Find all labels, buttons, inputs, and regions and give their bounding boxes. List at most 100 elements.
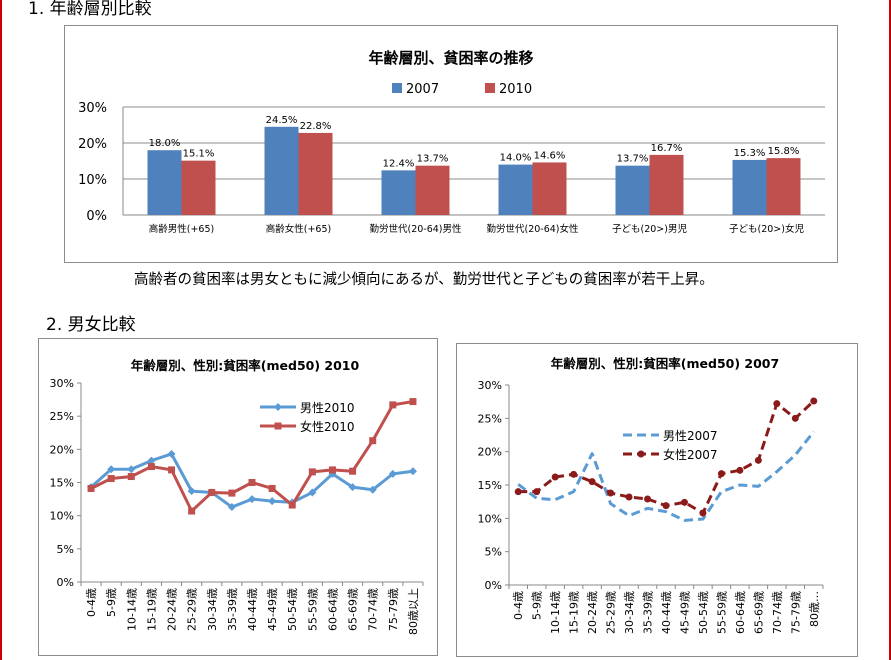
x-tick-label: 55-59歳 <box>306 588 319 631</box>
bar-2007 <box>732 159 767 215</box>
x-tick-label: 10-14歳 <box>125 588 138 631</box>
x-tick-label: 80歳以上 <box>407 588 420 635</box>
legend-label-2007: 2007 <box>406 82 439 97</box>
data-point-女性2010 <box>308 468 316 476</box>
data-point-男性2010 <box>107 465 116 474</box>
x-tick-label: 75-79歳 <box>387 588 400 631</box>
data-label-2010: 22.8% <box>300 121 332 132</box>
data-point-男性2010 <box>227 503 236 512</box>
data-label-2010: 13.7% <box>417 154 449 165</box>
y-tick-label: 30% <box>78 101 107 116</box>
data-point-女性2007 <box>699 509 707 517</box>
data-label-2010: 14.6% <box>534 150 566 161</box>
legend-label-男性2010: 男性2010 <box>300 401 355 415</box>
x-tick-label: 40-44歳 <box>246 588 259 631</box>
bar-2007 <box>615 165 650 215</box>
chart-title: 年齢層別、貧困率の推移 <box>368 49 533 67</box>
data-point-女性2007 <box>754 456 762 464</box>
y-tick-label: 25% <box>478 412 502 425</box>
legend-marker-女性2007 <box>637 450 645 458</box>
data-point-男性2010 <box>248 495 256 504</box>
x-tick-label: 65-69歳 <box>347 588 360 631</box>
line-chart-2010-panel: 年齢層別、性別:貧困率(med50) 2010 0% 5% 10% 15% 20% 25% 3… <box>38 338 438 656</box>
line-chart-2007: 年齢層別、性別:貧困率(med50) 2007 0% 5% 10% 15% 20% 25% 3… <box>478 356 824 634</box>
data-label-2010: 16.7% <box>651 143 683 154</box>
y-tick-label: 5% <box>485 546 502 559</box>
section-1-title: 1. 年齢層別比較 <box>28 0 152 19</box>
x-tick-label: 70-74歳 <box>367 588 380 631</box>
y-tick-label: 0% <box>86 209 107 224</box>
y-tick-label: 5% <box>57 543 74 556</box>
series-line-女性2010 <box>90 400 414 513</box>
x-tick-label: 35-39歳 <box>226 588 239 631</box>
x-tick-label: 高齢男性(+65) <box>149 223 214 235</box>
x-tick-label: 子ども(20>)男児 <box>612 224 687 235</box>
x-tick-label: 55-59歳 <box>715 591 728 634</box>
data-point-女性2007 <box>773 400 781 408</box>
y-tick-label: 10% <box>478 512 502 525</box>
data-point-女性2010 <box>328 466 336 474</box>
data-point-女性2010 <box>288 501 296 509</box>
data-label-2007: 14.0% <box>500 153 532 164</box>
data-point-女性2010 <box>369 437 377 445</box>
legend-label-2010: 2010 <box>499 82 532 97</box>
data-label-2007: 18.0% <box>149 138 181 149</box>
data-point-女性2007 <box>570 470 578 478</box>
x-tick-label: 30-34歳 <box>206 588 219 631</box>
chart-title: 年齢層別、性別:貧困率(med50) 2007 <box>551 356 779 371</box>
bar-2010 <box>532 162 567 215</box>
data-point-女性2010 <box>349 467 357 475</box>
bar-2007 <box>381 170 416 215</box>
y-tick-label: 15% <box>478 479 502 492</box>
data-point-男性2010 <box>408 467 417 476</box>
data-point-女性2007 <box>717 470 725 478</box>
legend-label-女性2010: 女性2010 <box>300 419 355 434</box>
x-tick-label: 80歳… <box>808 591 821 627</box>
x-tick-label: 25-29歳 <box>605 591 618 634</box>
y-tick-label: 0% <box>485 579 502 592</box>
data-label-2010: 15.1% <box>183 149 215 160</box>
chart-title: 年齢層別、性別:貧困率(med50) 2010 <box>131 358 360 373</box>
data-label-2007: 15.3% <box>734 148 766 159</box>
y-tick-label: 20% <box>478 446 502 459</box>
data-point-女性2010 <box>188 507 196 515</box>
data-point-男性2010 <box>348 483 357 492</box>
data-point-女性2007 <box>736 466 744 474</box>
data-point-男性2010 <box>167 449 176 458</box>
data-point-女性2010 <box>409 398 417 406</box>
data-point-男性2010 <box>308 488 317 497</box>
x-tick-label: 35-39歳 <box>642 591 655 634</box>
x-tick-label: 5-9歳 <box>105 588 118 617</box>
y-tick-label: 0% <box>57 576 74 589</box>
data-point-女性2010 <box>87 484 95 492</box>
data-point-女性2007 <box>662 502 670 510</box>
data-label-2010: 15.8% <box>768 146 800 157</box>
data-point-女性2010 <box>147 463 155 471</box>
data-point-女性2007 <box>644 495 652 503</box>
data-point-男性2010 <box>328 469 337 478</box>
section-2-title: 2. 男女比較 <box>46 315 136 335</box>
bar-2007 <box>147 150 182 215</box>
bar-2010 <box>649 154 684 215</box>
data-point-男性2010 <box>388 469 397 478</box>
data-point-女性2010 <box>248 479 256 486</box>
x-tick-label: 60-64歳 <box>734 591 747 634</box>
x-tick-label: 65-69歳 <box>752 591 765 634</box>
y-tick-label: 30% <box>478 379 502 392</box>
y-tick-label: 20% <box>78 137 107 152</box>
x-tick-label: 勤労世代(20-64)女性 <box>486 223 579 235</box>
data-point-女性2007 <box>533 488 541 496</box>
y-tick-label: 10% <box>78 173 107 188</box>
line-chart-2010: 年齢層別、性別:貧困率(med50) 2010 0% 5% 10% 15% 20% 25% 3… <box>50 358 424 635</box>
legend-label-女性2007: 女性2007 <box>663 447 718 462</box>
data-point-女性2007 <box>625 493 633 501</box>
data-point-女性2007 <box>680 498 688 506</box>
data-label-2007: 24.5% <box>266 115 298 126</box>
x-tick-label: 10-14歳 <box>549 591 562 634</box>
data-label-2007: 13.7% <box>617 154 649 165</box>
x-tick-label: 50-54歳 <box>286 588 299 631</box>
x-tick-label: 5-9歳 <box>531 591 544 620</box>
x-tick-label: 20-24歳 <box>586 591 599 634</box>
data-point-女性2010 <box>107 475 115 483</box>
x-tick-label: 30-34歳 <box>623 591 636 634</box>
